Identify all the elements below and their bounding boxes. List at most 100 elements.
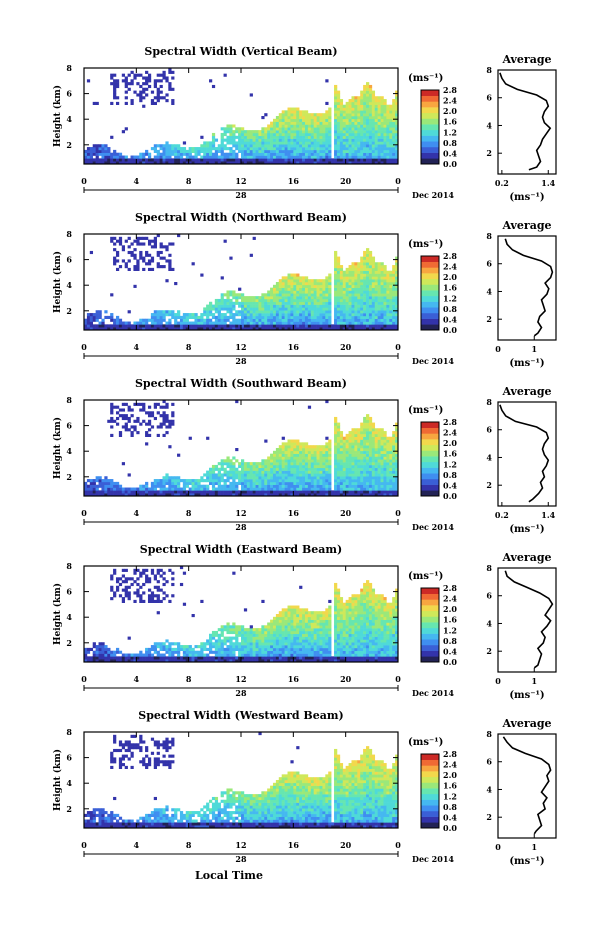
heatmap-cell (163, 411, 166, 414)
heatmap-cell (276, 302, 279, 305)
heatmap-cell (302, 276, 305, 279)
heatmap-cell (349, 127, 352, 130)
heatmap-cell (232, 305, 235, 308)
heatmap-cell (235, 322, 238, 325)
heatmap-cell (241, 459, 244, 462)
heatmap-cell (273, 296, 276, 299)
heatmap-cell (357, 102, 360, 105)
heatmap-cell (264, 479, 267, 482)
heatmap-cell (366, 293, 369, 296)
heatmap-cell (241, 307, 244, 310)
heatmap-cell (354, 299, 357, 302)
heatmap-cell (381, 437, 384, 440)
heatmap-cell (293, 127, 296, 130)
heatmap-cell (354, 119, 357, 122)
heatmap-cell (154, 648, 157, 651)
heatmap-cell (346, 442, 349, 445)
heatmap-cell (349, 274, 352, 277)
heatmap-cell (305, 454, 308, 457)
heatmap-cell (322, 113, 325, 116)
heatmap-cell (157, 600, 160, 603)
heatmap-cell (290, 468, 293, 471)
heatmap-cell (125, 425, 128, 428)
heatmap-cell (337, 158, 340, 161)
heatmap-cell (328, 440, 331, 443)
heatmap-cell (366, 420, 369, 423)
heatmap-cell (93, 147, 96, 150)
heatmap-cell (174, 485, 177, 488)
heatmap-cell (163, 150, 166, 153)
heatmap-cell (119, 414, 122, 417)
heatmap-cell (250, 93, 253, 96)
heatmap-cell (279, 459, 282, 462)
heatmap-cell (203, 313, 206, 316)
heatmap-cell (206, 476, 209, 479)
heatmap-cell (383, 485, 386, 488)
heatmap-cell (305, 319, 308, 322)
heatmap-cell (224, 158, 227, 161)
heatmap-cell (125, 594, 128, 597)
heatmap-cell (343, 296, 346, 299)
heatmap-cell (279, 316, 282, 319)
heatmap-cell (363, 96, 366, 99)
heatmap-cell (290, 459, 293, 462)
heatmap-cell (142, 242, 145, 245)
heatmap-cell (346, 136, 349, 139)
heatmap-cell (171, 147, 174, 150)
heatmap-cell (343, 482, 346, 485)
heatmap-cell (375, 136, 378, 139)
x-tick-label: 16 (288, 176, 300, 186)
heatmap-cell (232, 468, 235, 471)
heatmap-cell (334, 454, 337, 457)
heatmap-cell (320, 124, 323, 127)
heatmap-cell (299, 282, 302, 285)
heatmap-cell (366, 141, 369, 144)
heatmap-cell (311, 147, 314, 150)
heatmap-cell (157, 153, 160, 156)
heatmap-cell (349, 144, 352, 147)
heatmap-cell (308, 479, 311, 482)
heatmap-cell (163, 313, 166, 316)
heatmap-cell (288, 113, 291, 116)
heatmap-cell (317, 279, 320, 282)
heatmap-cell (107, 485, 110, 488)
heatmap-cell (200, 476, 203, 479)
heatmap-cell (241, 482, 244, 485)
heatmap-cell (194, 490, 197, 493)
heatmap-cell (122, 580, 125, 583)
colorbar-unit: (ms⁻¹) (408, 405, 443, 416)
heatmap-cell (165, 651, 168, 654)
heatmap-cell (314, 153, 317, 156)
heatmap-cell (253, 305, 256, 308)
heatmap-cell (157, 319, 160, 322)
heatmap-cell (93, 144, 96, 147)
heatmap-cell (200, 485, 203, 488)
heatmap-cell (290, 110, 293, 113)
heatmap-cell (235, 302, 238, 305)
heatmap-cell (282, 471, 285, 474)
heatmap-cell (261, 462, 264, 465)
heatmap-cell (253, 462, 256, 465)
heatmap-cell (279, 124, 282, 127)
heatmap-cell (354, 465, 357, 468)
heatmap-cell (139, 153, 142, 156)
heatmap-cell (299, 468, 302, 471)
heatmap-cell (119, 242, 122, 245)
heatmap-cell (290, 456, 293, 459)
heatmap-cell (360, 290, 363, 293)
heatmap-cell (334, 488, 337, 491)
heatmap-cell (285, 158, 288, 161)
heatmap-cell (142, 403, 145, 406)
heatmap-cell (165, 473, 168, 476)
heatmap-cell (305, 490, 308, 493)
heatmap-cell (104, 158, 107, 161)
heatmap-cell (337, 285, 340, 288)
heatmap-cell (354, 302, 357, 305)
heatmap-cell (317, 324, 320, 327)
heatmap-cell (139, 319, 142, 322)
heatmap-cell (99, 153, 102, 156)
heatmap-cell (389, 465, 392, 468)
heatmap-cell (142, 158, 145, 161)
heatmap-cell (378, 108, 381, 111)
heatmap-cell (340, 316, 343, 319)
